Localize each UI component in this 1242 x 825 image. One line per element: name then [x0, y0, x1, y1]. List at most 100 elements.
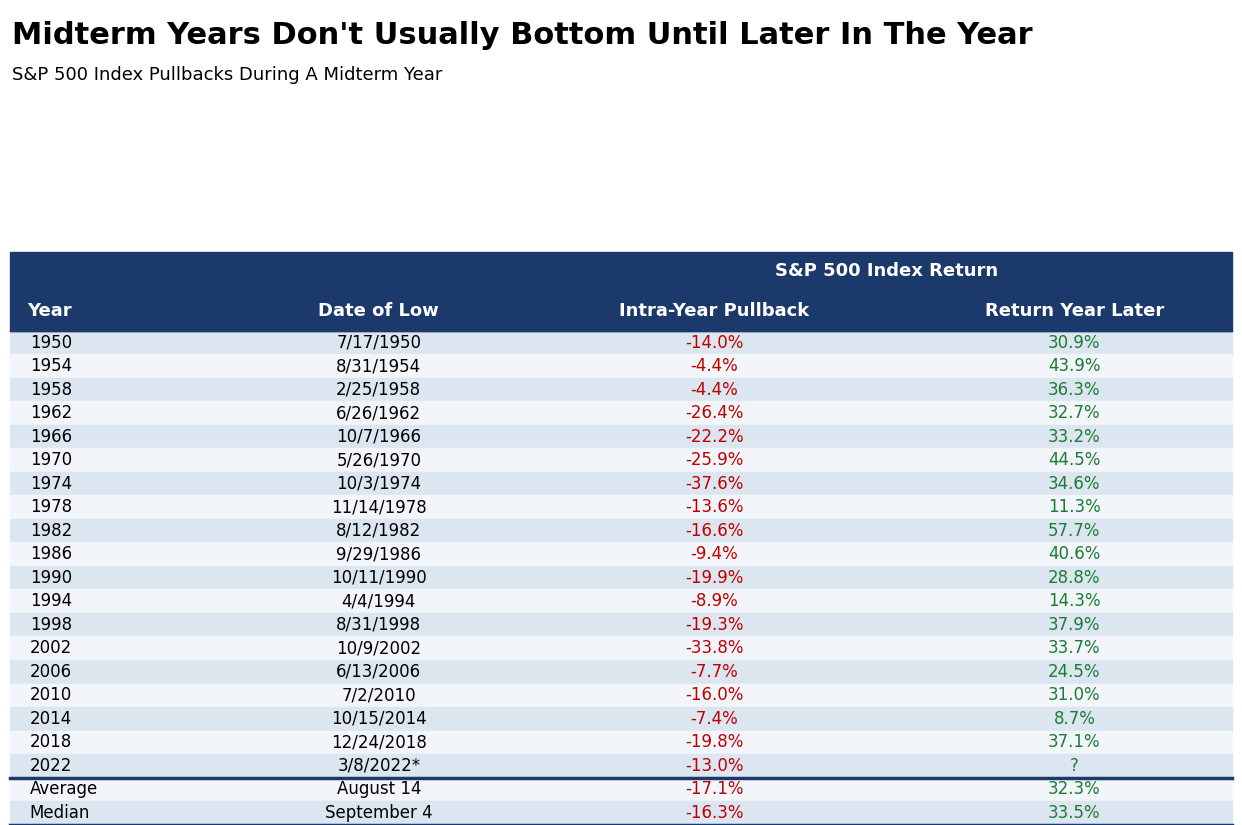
Text: Intra-Year Pullback: Intra-Year Pullback	[619, 302, 810, 320]
Text: 33.2%: 33.2%	[1048, 427, 1100, 446]
Text: 6/26/1962: 6/26/1962	[337, 404, 421, 422]
Text: -19.3%: -19.3%	[684, 615, 744, 634]
Text: 10/7/1966: 10/7/1966	[337, 427, 421, 446]
Text: 43.9%: 43.9%	[1048, 357, 1100, 375]
Text: -25.9%: -25.9%	[684, 451, 744, 469]
Text: -16.6%: -16.6%	[684, 521, 744, 540]
Bar	[10, 778, 1232, 801]
Text: -7.4%: -7.4%	[691, 710, 738, 728]
Text: 1954: 1954	[30, 357, 72, 375]
Text: -4.4%: -4.4%	[691, 380, 738, 398]
Text: -14.0%: -14.0%	[684, 333, 744, 351]
Text: 2022: 2022	[30, 757, 72, 775]
Text: -8.9%: -8.9%	[691, 592, 738, 610]
Text: Median: Median	[30, 804, 91, 822]
Text: -7.7%: -7.7%	[691, 662, 738, 681]
Text: 1974: 1974	[30, 474, 72, 493]
Text: 6/13/2006: 6/13/2006	[337, 662, 421, 681]
Text: -16.0%: -16.0%	[684, 686, 744, 705]
Text: 10/3/1974: 10/3/1974	[337, 474, 421, 493]
Bar	[10, 590, 1232, 613]
Text: -37.6%: -37.6%	[684, 474, 744, 493]
Text: 14.3%: 14.3%	[1048, 592, 1100, 610]
Text: 37.9%: 37.9%	[1048, 615, 1100, 634]
Bar	[10, 707, 1232, 731]
Text: 2002: 2002	[30, 639, 72, 658]
Text: 7/17/1950: 7/17/1950	[337, 333, 421, 351]
Text: 31.0%: 31.0%	[1048, 686, 1100, 705]
Text: 32.3%: 32.3%	[1048, 780, 1100, 799]
Text: 2010: 2010	[30, 686, 72, 705]
Bar	[10, 425, 1232, 449]
Bar	[10, 637, 1232, 660]
Text: 1962: 1962	[30, 404, 72, 422]
Bar	[10, 355, 1232, 378]
Text: ?: ?	[1069, 757, 1079, 775]
Text: 1950: 1950	[30, 333, 72, 351]
Text: 9/29/1986: 9/29/1986	[337, 545, 421, 563]
Text: 57.7%: 57.7%	[1048, 521, 1100, 540]
Text: 1966: 1966	[30, 427, 72, 446]
Text: 1994: 1994	[30, 592, 72, 610]
Text: 2/25/1958: 2/25/1958	[337, 380, 421, 398]
Text: 8.7%: 8.7%	[1053, 710, 1095, 728]
Text: -19.9%: -19.9%	[684, 568, 744, 587]
Text: 10/15/2014: 10/15/2014	[330, 710, 427, 728]
Text: -17.1%: -17.1%	[684, 780, 744, 799]
Bar	[10, 378, 1232, 402]
Text: -13.0%: -13.0%	[684, 757, 744, 775]
Text: 1958: 1958	[30, 380, 72, 398]
Text: -4.4%: -4.4%	[691, 357, 738, 375]
Text: S&P 500 Index Pullbacks During A Midterm Year: S&P 500 Index Pullbacks During A Midterm…	[12, 66, 443, 84]
Text: 40.6%: 40.6%	[1048, 545, 1100, 563]
Bar	[10, 519, 1232, 543]
Text: 1970: 1970	[30, 451, 72, 469]
Text: 2014: 2014	[30, 710, 72, 728]
Text: 5/26/1970: 5/26/1970	[337, 451, 421, 469]
Text: Return Year Later: Return Year Later	[985, 302, 1164, 320]
Text: 32.7%: 32.7%	[1048, 404, 1100, 422]
Text: 1986: 1986	[30, 545, 72, 563]
Text: 4/4/1994: 4/4/1994	[342, 592, 416, 610]
Text: 33.7%: 33.7%	[1048, 639, 1100, 658]
Text: -9.4%: -9.4%	[691, 545, 738, 563]
Text: Midterm Years Don't Usually Bottom Until Later In The Year: Midterm Years Don't Usually Bottom Until…	[12, 21, 1033, 50]
Bar	[10, 660, 1232, 684]
Text: Average: Average	[30, 780, 98, 799]
Bar	[10, 495, 1232, 519]
Bar	[10, 731, 1232, 754]
Text: -16.3%: -16.3%	[684, 804, 744, 822]
Text: -22.2%: -22.2%	[684, 427, 744, 446]
Text: 8/31/1998: 8/31/1998	[337, 615, 421, 634]
Text: -26.4%: -26.4%	[684, 404, 744, 422]
Bar	[10, 402, 1232, 425]
Text: 10/11/1990: 10/11/1990	[330, 568, 427, 587]
Text: 11.3%: 11.3%	[1048, 498, 1100, 516]
Bar	[10, 613, 1232, 637]
Bar	[10, 449, 1232, 472]
Text: -33.8%: -33.8%	[684, 639, 744, 658]
Text: 24.5%: 24.5%	[1048, 662, 1100, 681]
Bar	[10, 566, 1232, 590]
Text: 28.8%: 28.8%	[1048, 568, 1100, 587]
Text: 10/9/2002: 10/9/2002	[337, 639, 421, 658]
Text: September 4: September 4	[325, 804, 432, 822]
Text: 1998: 1998	[30, 615, 72, 634]
Text: 34.6%: 34.6%	[1048, 474, 1100, 493]
Text: 37.1%: 37.1%	[1048, 733, 1100, 752]
Text: 7/2/2010: 7/2/2010	[342, 686, 416, 705]
Bar	[10, 754, 1232, 778]
Text: -19.8%: -19.8%	[684, 733, 744, 752]
Bar	[10, 331, 1232, 355]
Text: 44.5%: 44.5%	[1048, 451, 1100, 469]
Text: 2006: 2006	[30, 662, 72, 681]
Bar	[10, 801, 1232, 825]
Bar	[10, 684, 1232, 707]
Text: 12/24/2018: 12/24/2018	[330, 733, 427, 752]
Text: 3/8/2022*: 3/8/2022*	[338, 757, 420, 775]
Bar	[10, 543, 1232, 566]
Text: 33.5%: 33.5%	[1048, 804, 1100, 822]
Text: 11/14/1978: 11/14/1978	[330, 498, 427, 516]
Text: Year: Year	[27, 302, 72, 320]
Text: 1982: 1982	[30, 521, 72, 540]
